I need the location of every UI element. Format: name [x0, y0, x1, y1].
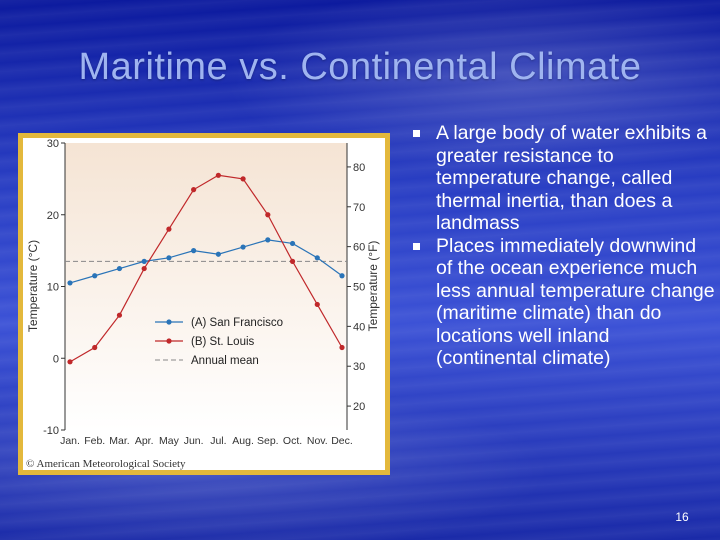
y-tick-label-right: 40	[353, 321, 365, 333]
bullet-square-icon	[413, 242, 420, 250]
legend-marker	[166, 319, 172, 325]
y-tick-label-right: 70	[353, 202, 365, 214]
bullet-list: A large body of water exhibits a greater…	[410, 122, 715, 370]
y-tick-label-right: 20	[353, 401, 365, 413]
data-point	[240, 244, 246, 250]
y-tick-label-left: -10	[43, 425, 59, 437]
data-point	[166, 226, 172, 232]
x-tick-label: Apr.	[135, 435, 154, 447]
y-axis-label-left: Temperature (°C)	[26, 240, 40, 332]
data-point	[289, 240, 296, 247]
data-point	[116, 265, 123, 272]
data-point	[215, 251, 221, 257]
bullet-text: Places immediately downwind of the ocean…	[436, 234, 715, 370]
y-tick-label-right: 50	[353, 282, 365, 294]
x-tick-label: Aug.	[232, 435, 254, 447]
data-point	[215, 172, 221, 178]
legend-label: (B) St. Louis	[191, 336, 255, 348]
chart-frame: 30 20 10 0 -10 80 70 60 50 40 30 20 Jan. Feb. Mar. Apr.…	[18, 133, 390, 475]
data-point	[116, 312, 123, 318]
chart-area: 30 20 10 0 -10 80 70 60 50 40 30 20 Jan. Feb. Mar. Apr.…	[23, 138, 385, 470]
bullet-item: Places immediately downwind of the ocean…	[410, 235, 715, 370]
y-tick-label-left: 10	[47, 282, 59, 294]
bullet-item: A large body of water exhibits a greater…	[410, 122, 715, 235]
legend-label: (A) San Francisco	[191, 317, 283, 329]
x-tick-label: Dec.	[331, 435, 353, 447]
data-point	[339, 273, 345, 279]
plot-background	[65, 143, 347, 430]
chart-credit: © American Meteorological Society	[26, 458, 186, 470]
legend-marker	[166, 338, 172, 344]
data-point	[67, 280, 73, 286]
data-point	[67, 359, 73, 365]
bullet-square-icon	[413, 130, 420, 137]
data-point	[92, 344, 98, 351]
data-point	[265, 212, 271, 218]
data-point	[92, 273, 98, 279]
data-point	[141, 258, 147, 264]
x-tick-label: Mar.	[109, 435, 129, 447]
data-point	[339, 344, 345, 351]
series-line-st-louis	[69, 174, 343, 363]
data-point	[191, 187, 197, 193]
data-point	[265, 237, 271, 243]
page-number: 16	[675, 510, 689, 524]
data-point	[191, 248, 197, 254]
x-tick-label: Nov.	[307, 435, 328, 447]
y-tick-label-left: 30	[47, 138, 59, 150]
series-line-san-francisco	[69, 239, 343, 284]
y-tick-label-right: 80	[353, 162, 365, 174]
data-point	[314, 301, 320, 308]
slide-title: Maritime vs. Continental Climate	[78, 46, 642, 88]
x-tick-label: Jan.	[60, 435, 80, 447]
data-point	[314, 255, 320, 261]
x-tick-label: Feb.	[84, 435, 105, 447]
data-point	[289, 258, 296, 264]
x-tick-label: Oct.	[283, 435, 302, 447]
y-tick-label-left: 0	[53, 353, 59, 365]
x-tick-label: Jul.	[210, 435, 226, 447]
y-tick-label-right: 30	[353, 361, 365, 373]
data-point	[141, 265, 147, 272]
legend-label: Annual mean	[191, 355, 259, 367]
y-axis-label-right: Temperature (°F)	[366, 241, 380, 332]
data-point	[166, 255, 172, 261]
x-tick-label: Sep.	[257, 435, 279, 447]
x-tick-label: May	[159, 435, 180, 447]
bullet-text: A large body of water exhibits a greater…	[436, 122, 707, 234]
x-tick-label: Jun.	[184, 435, 204, 447]
y-tick-label-right: 60	[353, 242, 365, 254]
y-tick-label-left: 20	[47, 210, 59, 222]
temperature-chart: 30 20 10 0 -10 80 70 60 50 40 30 20 Jan. Feb. Mar. Apr.…	[26, 138, 380, 470]
data-point	[240, 176, 246, 182]
